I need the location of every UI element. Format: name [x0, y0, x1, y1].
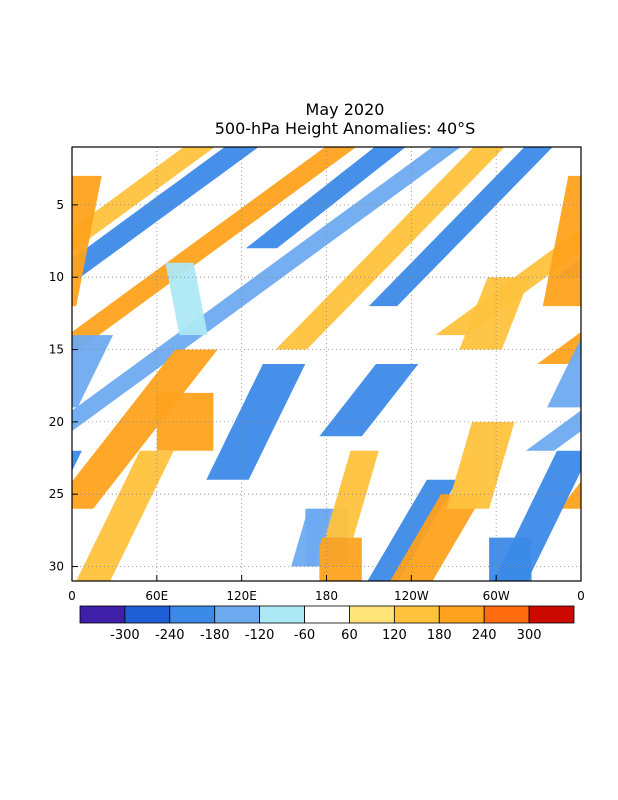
x-axis: 0 60E 120E 180 120W 60W 0 [68, 575, 585, 603]
colorbar-swatch [79, 605, 126, 624]
y-tick-label: 15 [49, 343, 64, 357]
x-tick-label: 120E [226, 589, 257, 603]
y-axis: 5 10 15 20 25 30 [49, 198, 78, 574]
anomaly-band [72, 147, 215, 252]
anomaly-band [0, 538, 23, 581]
colorbar-label: 300 [517, 628, 542, 643]
x-tick-label: 60E [145, 589, 168, 603]
anomaly-band [0, 422, 6, 509]
anomaly-band [206, 364, 306, 480]
colorbar-swatch [214, 605, 261, 624]
colorbar-swatch [169, 605, 216, 624]
anomaly-band [275, 147, 505, 350]
y-tick-label: 5 [56, 198, 64, 212]
grid-lines [72, 147, 581, 581]
anomaly-band [435, 228, 581, 336]
colorbar-swatch [528, 605, 575, 624]
colorbar-label: -180 [200, 628, 230, 643]
anomaly-band [542, 175, 581, 307]
colorbar-label: 180 [427, 628, 452, 643]
colorbar-label: 240 [472, 628, 497, 643]
colorbar-swatch [438, 605, 485, 624]
colorbar-swatch [349, 605, 395, 624]
colorbar-swatch [393, 605, 440, 624]
x-tick-label: 0 [68, 589, 76, 603]
colorbar-swatch [259, 605, 305, 624]
y-tick-label: 25 [49, 487, 64, 501]
y-tick-label: 30 [49, 560, 64, 574]
colorbar-label: -60 [294, 628, 315, 643]
anomaly-band [245, 147, 406, 249]
anomaly-band [72, 147, 357, 355]
chart-subtitle: 500-hPa Height Anomalies: 40°S [215, 119, 476, 138]
anomaly-band [319, 364, 419, 437]
colorbar-label: 120 [382, 628, 407, 643]
colorbar: -300 -240 -180 -120 -60 60 120 180 240 300 [79, 605, 575, 643]
anomaly-band [0, 277, 21, 349]
anomaly-band [72, 147, 259, 278]
anomaly-band [489, 537, 532, 581]
colorbar-swatch [483, 605, 530, 624]
anomaly-band [72, 335, 113, 408]
anomaly-band [0, 147, 44, 306]
anomaly-band [72, 450, 82, 472]
chart-title: May 2020 [306, 100, 385, 119]
anomaly-band [368, 147, 553, 307]
colorbar-swatch [304, 605, 350, 624]
colorbar-label: 60 [341, 628, 358, 643]
anomaly-band [537, 332, 581, 364]
anomaly-band [291, 508, 331, 567]
anomaly-band [459, 277, 531, 350]
anomaly-field [0, 147, 618, 581]
anomaly-band [585, 451, 618, 581]
anomaly-band [72, 175, 102, 307]
colorbar-swatch [124, 605, 171, 624]
anomaly-band [319, 537, 362, 581]
colorbar-label: -300 [110, 628, 140, 643]
anomaly-band [547, 337, 581, 408]
anomaly-band [446, 421, 515, 509]
x-tick-label: 120W [394, 589, 429, 603]
y-tick-label: 20 [49, 415, 64, 429]
anomaly-band [72, 349, 218, 509]
anomaly-band [390, 494, 484, 581]
anomaly-band [76, 450, 174, 581]
colorbar-label: -120 [245, 628, 275, 643]
y-tick-label: 10 [49, 270, 64, 284]
x-tick-label: 0 [577, 589, 585, 603]
x-tick-label: 60W [483, 589, 510, 603]
anomaly-band [525, 410, 581, 451]
anomaly-band [165, 262, 208, 336]
x-tick-label: 180 [315, 589, 338, 603]
colorbar-label: -240 [155, 628, 185, 643]
anomaly-band [325, 450, 379, 538]
